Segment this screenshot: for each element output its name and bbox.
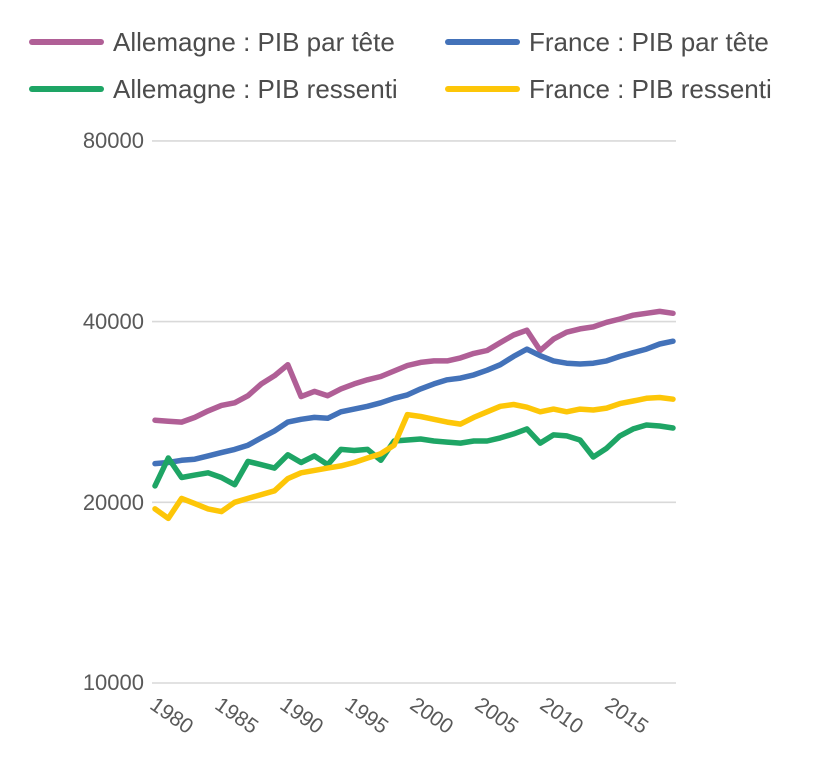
legend-label: Allemagne : PIB ressenti [113, 73, 398, 104]
legend-line-swatch-blue [445, 39, 520, 45]
legend-line-swatch-green [29, 86, 104, 92]
y-axis-label-10000: 10000 [82, 670, 144, 695]
legend-item-france-pib-par-tete[interactable]: France : PIB par tête [445, 25, 769, 59]
series-line-3 [152, 394, 676, 522]
legend-label: France : PIB ressenti [529, 73, 772, 104]
legend-item-france-pib-ressenti[interactable]: France : PIB ressenti [445, 72, 772, 106]
series-line-1 [152, 338, 676, 467]
legend-label: France : PIB par tête [529, 26, 769, 57]
y-axis-label-80000: 80000 [82, 128, 144, 153]
legend-item-allemagne-pib-ressenti[interactable]: Allemagne : PIB ressenti [29, 72, 398, 106]
series-line-2 [152, 422, 676, 489]
legend-line-swatch-yellow [445, 86, 520, 92]
legend-label: Allemagne : PIB par tête [113, 26, 395, 57]
y-axis-label-40000: 40000 [82, 309, 144, 334]
y-axis-label-20000: 20000 [82, 490, 144, 515]
legend-line-swatch-purple [29, 39, 104, 45]
series-line-0 [152, 308, 676, 425]
legend-item-allemagne-pib-par-tete[interactable]: Allemagne : PIB par tête [29, 25, 395, 59]
